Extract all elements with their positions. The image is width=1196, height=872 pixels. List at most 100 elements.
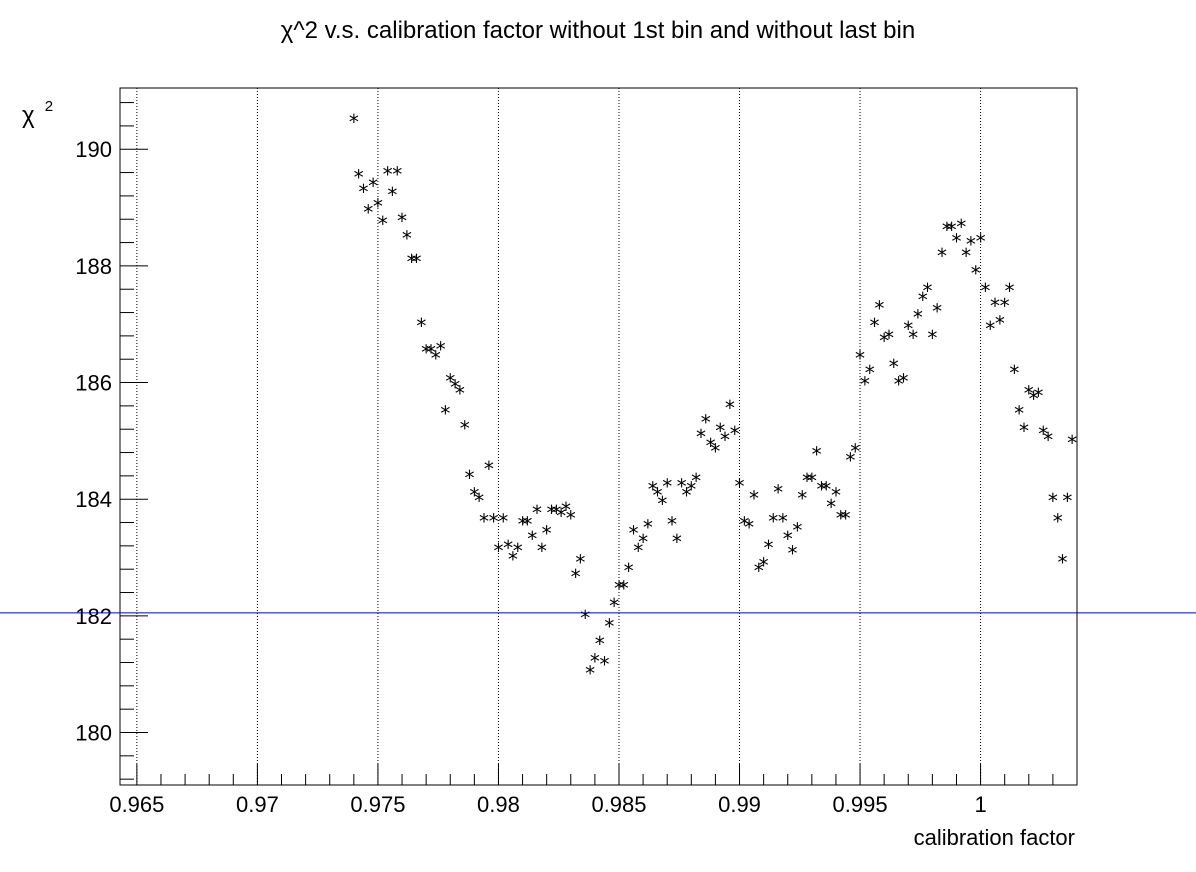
data-point: * [363, 200, 373, 224]
data-point: * [860, 373, 870, 397]
x-tick-label: 1 [974, 792, 986, 817]
chart-title: χ^2 v.s. calibration factor without 1st … [281, 17, 915, 44]
data-point: * [889, 355, 899, 379]
data-point: * [349, 110, 359, 134]
data-point: * [681, 483, 691, 507]
data-point: * [450, 375, 460, 399]
data-point: * [841, 507, 851, 531]
data-point: * [1029, 387, 1039, 411]
data-point: * [672, 530, 682, 554]
data-point: * [802, 469, 812, 493]
y-tick-label: 186 [75, 371, 112, 396]
data-point: * [961, 244, 971, 268]
x-tick-label: 0.97 [236, 792, 279, 817]
data-point: * [725, 396, 735, 420]
data-point: * [1067, 431, 1077, 455]
data-point: * [913, 305, 923, 329]
data-point: * [383, 163, 393, 187]
data-point: * [387, 183, 397, 207]
data-point: * [932, 300, 942, 324]
data-point: * [735, 475, 745, 499]
data-point: * [412, 250, 422, 274]
data-point: * [749, 486, 759, 510]
data-point: * [918, 288, 928, 312]
data-point: * [1005, 279, 1015, 303]
data-point: * [484, 457, 494, 481]
data-point: * [985, 317, 995, 341]
y-tick-label: 180 [75, 721, 112, 746]
data-point: * [836, 507, 846, 531]
data-point: * [416, 314, 426, 338]
data-point: * [730, 422, 740, 446]
x-tick-label: 0.995 [833, 792, 888, 817]
data-point: * [662, 475, 672, 499]
data-point: * [667, 513, 677, 537]
data-point: * [440, 402, 450, 426]
data-point: * [590, 650, 600, 674]
data-point: * [493, 539, 503, 563]
data-point: * [643, 515, 653, 539]
data-point: * [947, 218, 957, 242]
grid-lines [136, 88, 982, 785]
data-point: * [826, 495, 836, 519]
x-tick-label: 0.985 [591, 792, 646, 817]
data-point: * [903, 317, 913, 341]
data-point: * [354, 165, 364, 189]
data-point: * [821, 478, 831, 502]
data-point: * [831, 483, 841, 507]
data-point: * [474, 489, 484, 513]
x-tick-label: 0.99 [718, 792, 761, 817]
data-point: * [522, 513, 532, 537]
y-tick-label: 184 [75, 487, 112, 512]
data-point: * [937, 244, 947, 268]
data-point: * [580, 606, 590, 630]
y-axis-label-superscript: 2 [45, 98, 53, 115]
data-point: * [537, 539, 547, 563]
data-point: * [532, 501, 542, 525]
data-point: * [546, 501, 556, 525]
data-point: * [1019, 419, 1029, 443]
data-point: * [378, 212, 388, 236]
data-point: * [1048, 489, 1058, 513]
data-point: * [898, 370, 908, 394]
data-point: * [763, 536, 773, 560]
data-point: * [571, 565, 581, 589]
data-point: * [436, 338, 446, 362]
x-axis-label: calibration factor [914, 825, 1075, 850]
data-point: * [392, 163, 402, 187]
data-point: * [720, 428, 730, 452]
data-point: * [788, 542, 798, 566]
data-point: * [1024, 381, 1034, 405]
data-point: * [691, 469, 701, 493]
data-point: * [1014, 402, 1024, 426]
data-point: * [990, 294, 1000, 318]
data-point: * [807, 469, 817, 493]
data-point: * [600, 653, 610, 677]
data-point: * [445, 370, 455, 394]
data-point: * [966, 233, 976, 257]
data-point: * [1043, 428, 1053, 452]
data-point: * [1033, 384, 1043, 408]
data-point: * [744, 515, 754, 539]
data-point: * [754, 559, 764, 583]
data-point: * [879, 329, 889, 353]
x-tick-label: 0.965 [109, 792, 164, 817]
data-point: * [1062, 489, 1072, 513]
data-point: * [614, 577, 624, 601]
data-point: * [995, 311, 1005, 335]
data-point: * [653, 483, 663, 507]
data-point: * [455, 381, 465, 405]
data-point: * [923, 279, 933, 303]
data-point: * [855, 346, 865, 370]
data-point: * [489, 510, 499, 534]
plot-frame [119, 87, 1078, 786]
x-tick-label: 0.98 [477, 792, 520, 817]
y-tick-label: 190 [75, 137, 112, 162]
data-point: * [715, 419, 725, 443]
data-point: * [609, 594, 619, 618]
data-point: * [850, 440, 860, 464]
data-point: * [503, 536, 513, 560]
data-point: * [633, 539, 643, 563]
data-point: * [431, 346, 441, 370]
